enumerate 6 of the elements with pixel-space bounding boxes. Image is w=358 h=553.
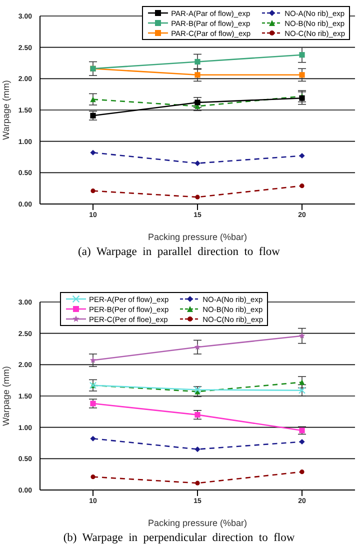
x-axis-title: Packing pressure (%bar) xyxy=(148,232,248,242)
x-axis-title: Packing pressure (%bar) xyxy=(148,518,248,528)
text: (b) Warpage in perpendicular direction to flow xyxy=(62,532,296,544)
y-axis-title: Warpage (mm) xyxy=(1,80,12,140)
y-axis-title: Warpage (mm) xyxy=(1,366,12,426)
text: (a) Warpage in parallel direction to flow xyxy=(77,246,281,258)
